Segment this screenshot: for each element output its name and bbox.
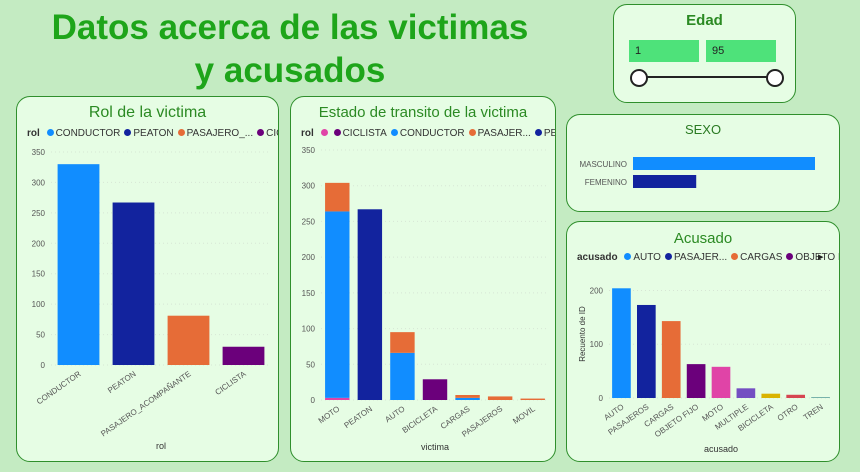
estado-xtick-label: MOTO xyxy=(317,404,342,425)
edad-slicer: Edad 1 95 xyxy=(613,4,796,103)
rol-bar[interactable] xyxy=(223,347,265,365)
acusado-bar[interactable] xyxy=(737,388,756,398)
sexo-category-label: MASCULINO xyxy=(579,160,627,169)
estado-ytick-label: 250 xyxy=(302,217,316,226)
rol-ytick-label: 200 xyxy=(32,239,46,248)
acusado-bar[interactable] xyxy=(662,321,681,398)
rol-ytick-label: 50 xyxy=(36,331,45,340)
estado-bar-segment[interactable] xyxy=(455,398,479,400)
edad-slider-track[interactable] xyxy=(638,76,774,78)
rol-xtick-label: CONDUCTOR xyxy=(35,369,83,406)
acusado-bar[interactable] xyxy=(786,395,805,398)
estado-card: Estado de transito de la victima rol CIC… xyxy=(290,96,556,462)
estado-ytick-label: 0 xyxy=(311,396,316,405)
acusado-bar[interactable] xyxy=(811,397,830,398)
estado-xtick-label: AUTO xyxy=(383,404,406,424)
acusado-xaxis-title: acusado xyxy=(704,444,738,454)
acusado-ytick-label: 0 xyxy=(599,394,604,403)
acusado-ytick-label: 200 xyxy=(590,286,604,295)
sexo-bar[interactable] xyxy=(633,157,815,170)
sexo-chart: MASCULINO FEMENINO xyxy=(567,115,840,212)
edad-slider-handle-min[interactable] xyxy=(630,69,648,87)
estado-bar-segment[interactable] xyxy=(325,183,349,212)
edad-min-input[interactable]: 1 xyxy=(629,40,699,62)
estado-ytick-label: 100 xyxy=(302,325,316,334)
rol-ytick-label: 250 xyxy=(32,209,46,218)
estado-bar-segment[interactable] xyxy=(390,353,414,400)
acusado-xtick-label: OTRO xyxy=(776,402,800,423)
estado-ytick-label: 50 xyxy=(306,360,315,369)
estado-ytick-label: 200 xyxy=(302,253,316,262)
sexo-bar[interactable] xyxy=(633,175,696,188)
estado-ytick-label: 300 xyxy=(302,182,316,191)
estado-bar-segment[interactable] xyxy=(423,379,447,400)
edad-title: Edad xyxy=(614,12,795,29)
edad-slider-handle-max[interactable] xyxy=(766,69,784,87)
rol-ytick-label: 150 xyxy=(32,270,46,279)
rol-ytick-label: 0 xyxy=(41,361,46,370)
rol-xaxis-title: rol xyxy=(156,441,166,451)
page-title-line2: y acusados xyxy=(195,51,386,90)
estado-bar-segment[interactable] xyxy=(358,209,382,400)
sexo-card: SEXO MASCULINO FEMENINO xyxy=(566,114,840,212)
estado-bar-segment[interactable] xyxy=(455,395,479,398)
acusado-card: Acusado acusado AUTO PASAJER... CARGAS OBJE… xyxy=(566,221,840,462)
page-title-line1: Datos acerca de las victimas xyxy=(52,8,529,47)
estado-xtick-label: PEATON xyxy=(343,404,375,430)
estado-bar-segment[interactable] xyxy=(325,398,349,400)
estado-xaxis-title: victima xyxy=(421,442,449,452)
acusado-xtick-label: TREN xyxy=(802,402,825,422)
estado-bar-segment[interactable] xyxy=(488,396,512,400)
rol-xtick-label: PEATON xyxy=(106,369,138,395)
page-title: Datos acerca de las victimas y acusados xyxy=(20,6,560,92)
acusado-bar[interactable] xyxy=(687,364,706,398)
acusado-bar[interactable] xyxy=(612,288,631,398)
rol-xtick-label: CICLISTA xyxy=(213,369,248,397)
rol-bar[interactable] xyxy=(168,316,210,365)
estado-bar-segment[interactable] xyxy=(390,332,414,353)
acusado-bar[interactable] xyxy=(712,367,731,398)
sexo-category-label: FEMENINO xyxy=(585,178,627,187)
acusado-xtick-label: OBJETO FIJO xyxy=(653,402,700,439)
estado-ytick-label: 150 xyxy=(302,289,316,298)
rol-ytick-label: 300 xyxy=(32,178,46,187)
rol-card: Rol de la victima rol CONDUCTOR PEATON PAS… xyxy=(16,96,279,462)
estado-ytick-label: 350 xyxy=(302,146,316,155)
acusado-bar[interactable] xyxy=(761,394,780,398)
acusado-bar[interactable] xyxy=(637,305,656,398)
rol-bar[interactable] xyxy=(58,164,100,365)
rol-xtick-label: PASAJERO_ACOMPAÑANTE xyxy=(99,369,192,438)
estado-xtick-label: MOVIL xyxy=(511,404,537,426)
estado-bar-segment[interactable] xyxy=(521,399,545,400)
rol-ytick-label: 100 xyxy=(32,300,46,309)
estado-xtick-label: BICICLETA xyxy=(401,404,440,435)
estado-chart: 0 50 100 150 200 250 300 350 MOTO PEATON AUTOBICIC… xyxy=(291,97,556,462)
acusado-yaxis-title: Recuento de ID xyxy=(578,306,587,362)
edad-max-input[interactable]: 95 xyxy=(706,40,776,62)
acusado-ytick-label: 100 xyxy=(590,340,604,349)
rol-chart: 0 50 100 150 200 250 300 350 CONDUCTOR PEATONPASA… xyxy=(17,97,279,462)
rol-bar[interactable] xyxy=(113,203,155,365)
estado-bar-segment[interactable] xyxy=(325,211,349,397)
rol-ytick-label: 350 xyxy=(32,148,46,157)
